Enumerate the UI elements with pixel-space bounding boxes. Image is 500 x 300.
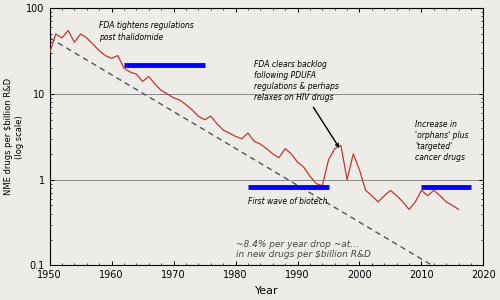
Y-axis label: NME drugs per $billion R&D
(log scale): NME drugs per $billion R&D (log scale) xyxy=(4,78,24,195)
Text: ~8.4% per year drop ~at...: ~8.4% per year drop ~at... xyxy=(236,240,358,249)
Text: First wave of biotech: First wave of biotech xyxy=(248,197,328,206)
Text: in new drugs per $billion R&D: in new drugs per $billion R&D xyxy=(236,250,370,259)
X-axis label: Year: Year xyxy=(254,286,278,296)
Text: Increase in
'orphans' plus
'targeted'
cancer drugs: Increase in 'orphans' plus 'targeted' ca… xyxy=(416,120,469,162)
Text: FDA tightens regulations
post thalidomide: FDA tightens regulations post thalidomid… xyxy=(99,21,194,41)
Text: FDA clears backlog
following PDUFA
regulations & perhaps
relaxes on HIV drugs: FDA clears backlog following PDUFA regul… xyxy=(254,60,339,147)
